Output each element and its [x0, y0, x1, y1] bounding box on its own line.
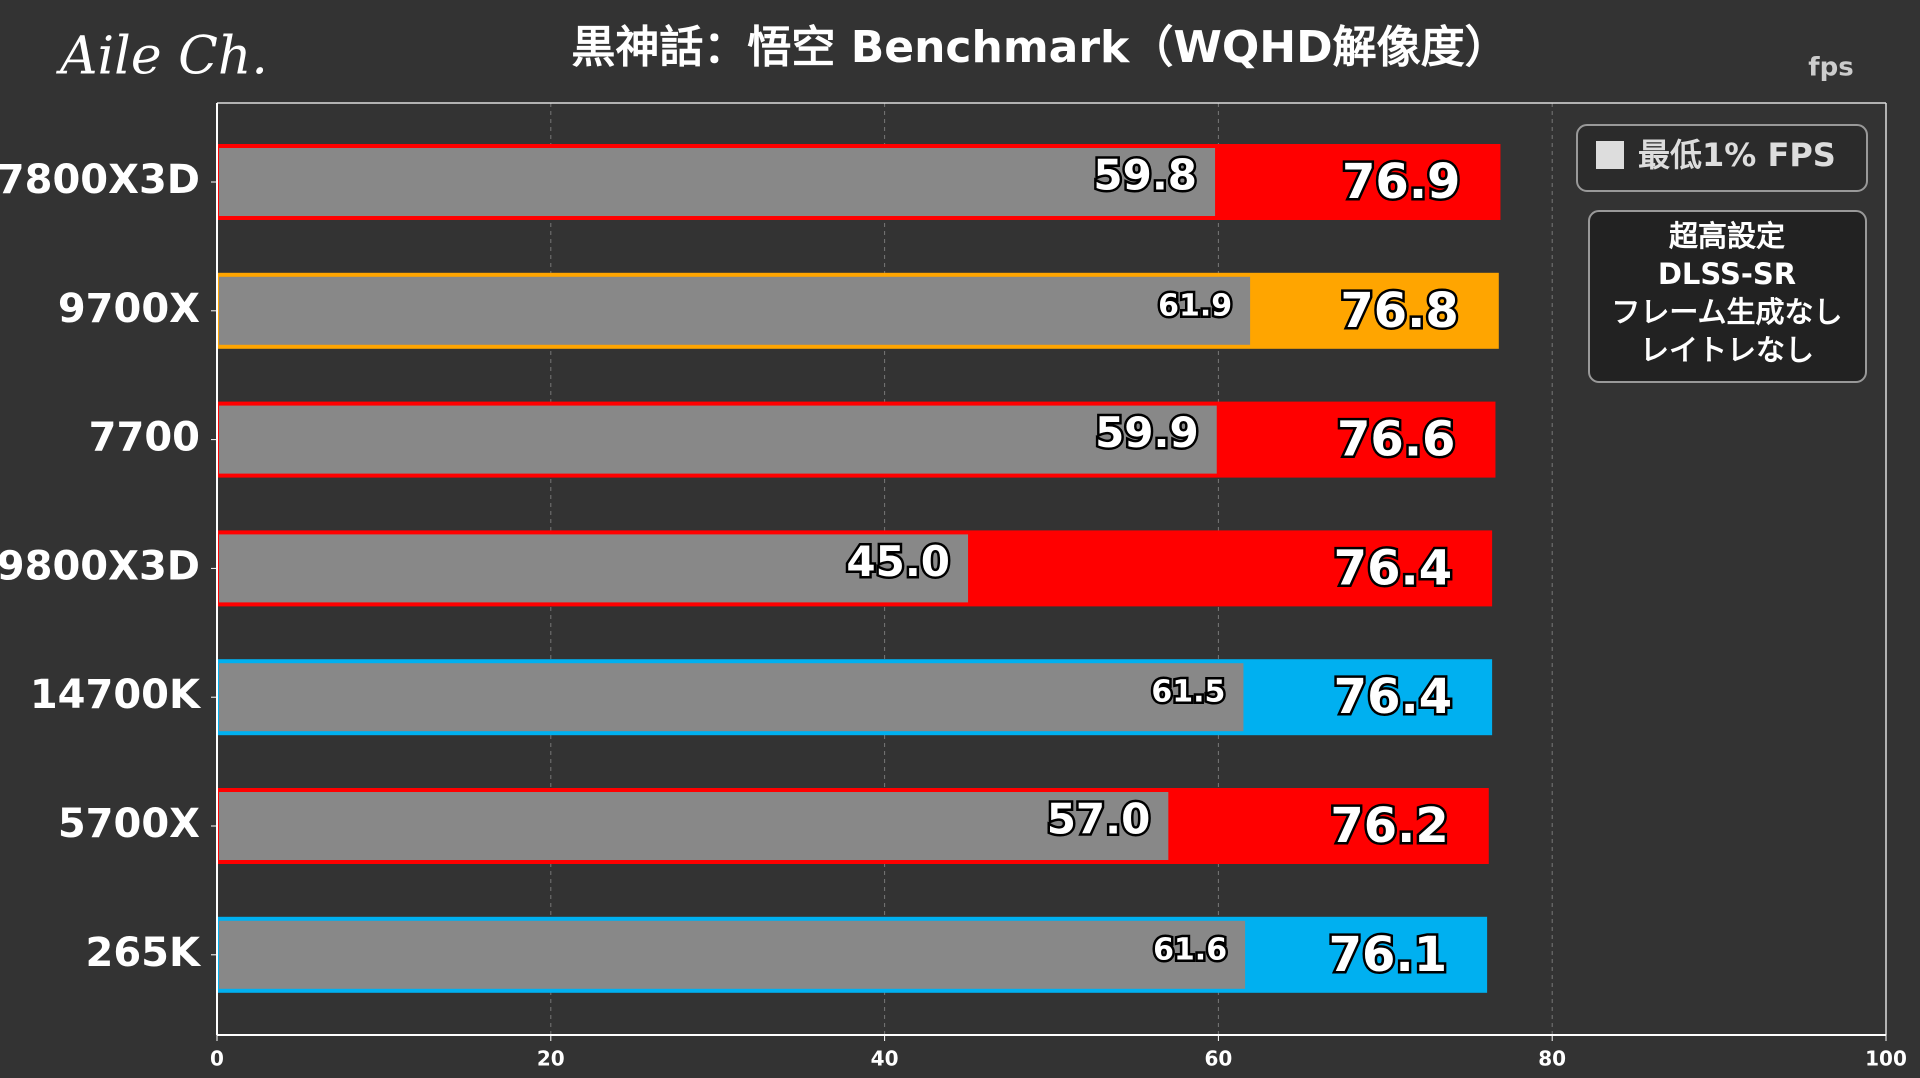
y-tick-label: 14700K	[30, 672, 202, 718]
x-tick-label: 40	[871, 1047, 899, 1071]
value-label: 45.0	[846, 537, 950, 586]
value-label: 76.9	[1342, 154, 1460, 210]
bar-low	[219, 792, 1169, 860]
value-label: 76.8	[1340, 283, 1458, 339]
x-tick-label: 0	[210, 1047, 224, 1071]
x-tick-label: 100	[1865, 1047, 1907, 1071]
y-tick-label: 9700X	[58, 286, 200, 332]
watermark: Aile Ch.	[56, 27, 268, 87]
x-tick-label: 60	[1204, 1047, 1232, 1071]
bar-low	[219, 663, 1244, 732]
x-tick-label: 80	[1538, 1047, 1566, 1071]
y-tick-label: 7800X3D	[0, 157, 200, 203]
x-tick-label: 20	[537, 1047, 565, 1071]
y-tick-label: 7700	[89, 415, 200, 461]
value-label: 61.6	[1153, 932, 1227, 967]
bars: 7800X3D 76.9 59.8 9700X 76.8 61.9 7700 76.6 59.9…	[0, 144, 1501, 993]
value-label: 76.1	[1329, 927, 1447, 983]
chart-title: 黒神話：悟空 Benchmark（WQHD解像度）	[571, 22, 1508, 73]
legend-swatch	[1596, 141, 1624, 169]
bar-low	[219, 534, 969, 603]
y-tick-label: 265K	[86, 930, 202, 976]
value-label: 59.9	[1095, 408, 1199, 457]
legend: 最低1% FPS	[1576, 124, 1868, 192]
bar-low	[219, 148, 1216, 216]
legend-label: 最低1% FPS	[1638, 136, 1836, 174]
unit-label: fps	[1808, 53, 1853, 83]
legend-box	[1576, 124, 1868, 192]
value-label: 61.5	[1151, 675, 1225, 710]
note-box	[1588, 210, 1867, 383]
y-tick-label: 9800X3D	[0, 543, 200, 589]
note-line: 超高設定	[1669, 219, 1785, 253]
value-label: 61.9	[1158, 288, 1232, 323]
value-label: 59.8	[1093, 151, 1197, 200]
value-label: 76.6	[1337, 412, 1455, 468]
note-line: フレーム生成なし	[1611, 295, 1842, 329]
note-line: DLSS-SR	[1658, 257, 1796, 291]
grid: 0 20 40 60 80 100	[210, 103, 1907, 1071]
bar-low	[219, 405, 1217, 474]
y-tick-label: 5700X	[58, 801, 200, 847]
bar-low	[219, 920, 1246, 989]
value-label: 76.2	[1330, 798, 1448, 854]
value-label: 57.0	[1047, 795, 1151, 844]
value-label: 76.4	[1334, 540, 1452, 596]
bar-low	[219, 276, 1251, 345]
value-label: 76.4	[1334, 669, 1452, 725]
note-line: レイトレなし	[1640, 333, 1814, 367]
